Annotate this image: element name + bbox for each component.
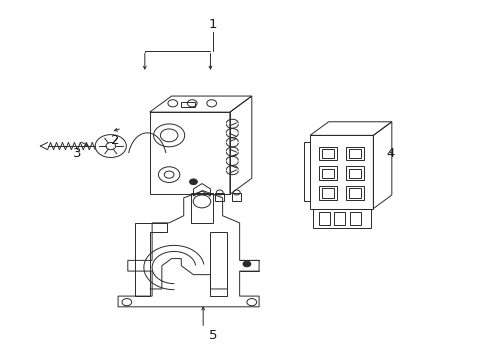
Bar	[345, 166, 364, 180]
Bar	[321, 168, 334, 178]
Bar	[321, 188, 334, 198]
Bar	[348, 168, 361, 178]
Text: 5: 5	[208, 329, 217, 342]
Bar	[348, 149, 361, 158]
Bar	[191, 193, 212, 223]
Text: 1: 1	[208, 18, 217, 31]
Bar	[321, 149, 334, 158]
Circle shape	[189, 179, 197, 185]
Bar	[318, 166, 337, 180]
Text: 3: 3	[72, 147, 81, 160]
Bar	[215, 193, 224, 202]
Bar	[318, 212, 329, 225]
Bar	[318, 186, 337, 200]
Text: 2: 2	[111, 134, 120, 147]
Bar	[312, 208, 370, 228]
Circle shape	[243, 261, 250, 267]
Bar	[348, 188, 361, 198]
Bar	[180, 102, 195, 107]
Bar	[345, 186, 364, 200]
Bar	[349, 212, 360, 225]
Bar	[318, 147, 337, 160]
Bar	[232, 193, 241, 202]
Bar	[345, 147, 364, 160]
Text: 4: 4	[386, 147, 394, 160]
Bar	[334, 212, 345, 225]
